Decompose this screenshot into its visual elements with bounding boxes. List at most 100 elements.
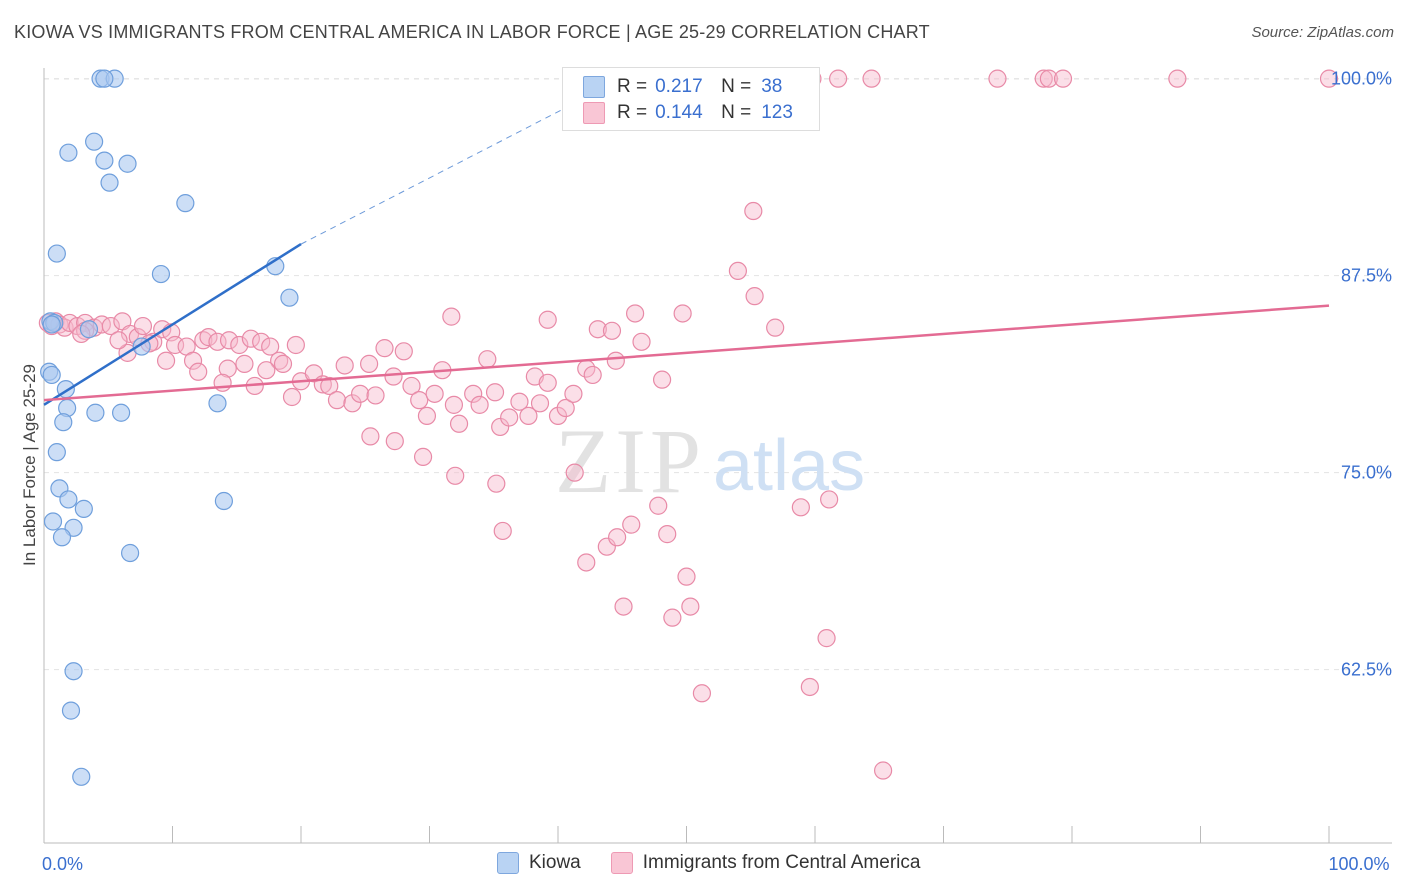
kiowa-point [79, 320, 99, 339]
central-america-point [538, 310, 557, 329]
kiowa-point [72, 767, 91, 786]
central-america-point [588, 320, 607, 339]
chart-title: KIOWA VS IMMIGRANTS FROM CENTRAL AMERICA… [14, 22, 930, 42]
central-america-point [261, 337, 280, 356]
central-america-point [538, 373, 557, 392]
central-america-point [556, 398, 575, 418]
central-america-point [470, 395, 489, 414]
legend-n-label: N = [721, 76, 752, 97]
central-america-point [800, 677, 819, 697]
legend-item-central: Immigrants from Central America [610, 852, 921, 874]
legend-n-label: N = [721, 102, 752, 123]
central-america-point [361, 427, 380, 446]
central-america-point [745, 287, 764, 306]
kiowa-point [59, 490, 78, 509]
kiowa-point [61, 701, 81, 720]
central-america-point [530, 394, 550, 413]
kiowa-point [176, 194, 195, 213]
central-america-point [1039, 69, 1058, 88]
central-america-point [360, 354, 379, 373]
central-america-point [366, 386, 385, 405]
central-america-point [608, 528, 627, 547]
legend-label-central: Immigrants from Central America [642, 852, 921, 873]
central-america-point [208, 332, 227, 351]
central-america-point [500, 408, 519, 427]
legend-r-value: 0.144 [655, 102, 703, 123]
watermark: ZIP atlas [555, 410, 865, 512]
central-america-point [1034, 69, 1053, 88]
watermark-atlas: atlas [713, 426, 865, 506]
central-america-point [384, 367, 403, 386]
central-america-point [564, 384, 583, 403]
central-america-point [257, 361, 276, 380]
kiowa-point [47, 244, 66, 263]
central-america-point [625, 304, 645, 323]
central-america-point [663, 608, 682, 627]
kiowa-point [74, 499, 93, 518]
central-america-point [413, 447, 433, 466]
legend-label-kiowa: Kiowa [529, 852, 581, 873]
central-america-point [194, 331, 213, 350]
legend-n-value: 123 [761, 102, 793, 123]
kiowa-swatch [583, 76, 605, 98]
kiowa-point [120, 543, 140, 563]
central-america-point [394, 342, 413, 361]
central-america-point [649, 496, 668, 515]
x-tick-label: 0.0% [42, 854, 83, 874]
kiowa-trendline [43, 243, 302, 406]
central-america-point [519, 406, 538, 426]
central-america-point [791, 498, 810, 517]
kiowa-point [85, 132, 104, 151]
central-america-point [820, 490, 839, 509]
kiowa-point [111, 403, 131, 422]
central-america-point [829, 69, 848, 88]
central-america-point [487, 474, 506, 493]
central-america-point [417, 406, 437, 426]
central-america-point [622, 515, 641, 534]
central-america-point [343, 394, 362, 413]
central-america-point [410, 391, 429, 410]
central-america-point [133, 316, 153, 336]
central-america-point [658, 525, 677, 544]
kiowa-point [151, 264, 171, 284]
central-america-point [681, 597, 700, 616]
central-america-point [478, 350, 497, 369]
series-legend: Kiowa Immigrants from Central America [497, 852, 950, 874]
central-america-point [444, 395, 464, 414]
y-tick-label: 62.5% [1341, 660, 1392, 680]
legend-r-label: R = [617, 76, 648, 97]
kiowa-point [95, 69, 114, 88]
central-america-point [252, 332, 271, 351]
kiowa-point [54, 413, 73, 432]
legend-n-value: 38 [761, 76, 783, 97]
kiowa-point [47, 443, 66, 462]
kiowa-point [95, 151, 114, 170]
central-america-point [677, 567, 696, 586]
central-america-point [988, 69, 1007, 88]
central-america-point [766, 318, 785, 337]
y-tick-label: 75.0% [1341, 463, 1392, 483]
central-america-point [183, 351, 203, 370]
central-america-point [565, 463, 584, 482]
central-america-point [1053, 69, 1073, 88]
central-america-point [385, 432, 404, 451]
central-america-point [583, 365, 602, 385]
central-america-point [614, 597, 633, 616]
central-america-point [577, 553, 596, 572]
central-america-point [282, 387, 302, 407]
central-america-point [728, 261, 748, 281]
central-america-trendline [43, 304, 1330, 402]
central-america-point [744, 201, 763, 221]
kiowa-point [280, 288, 299, 307]
kiowa-point [208, 394, 227, 413]
central-america-point [351, 384, 370, 403]
central-america-point [101, 316, 120, 336]
central-america-point [327, 391, 347, 410]
central-america-point [449, 414, 469, 433]
kiowa-point [214, 491, 233, 511]
central-america-point [817, 629, 836, 648]
central-america-point [1168, 69, 1187, 88]
central-america-point [320, 376, 339, 396]
legend-row-central: R = 0.144 N = 123 [583, 100, 793, 126]
